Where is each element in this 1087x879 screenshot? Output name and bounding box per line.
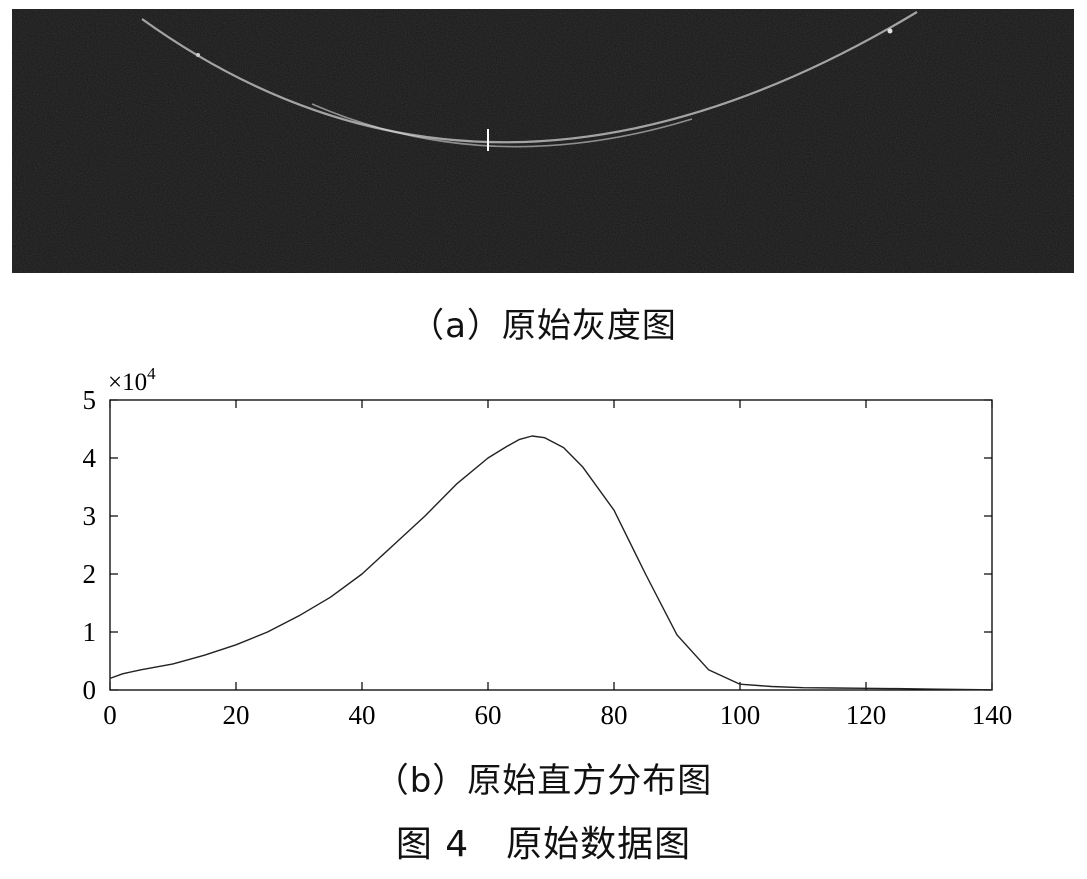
figure-caption: 图 4 原始数据图	[395, 824, 692, 865]
chart-axes	[109, 399, 993, 691]
panel-a-caption: （a）原始灰度图	[410, 306, 677, 346]
y-tick-label: 1	[83, 617, 97, 647]
bright-dot	[887, 28, 893, 34]
bright-arc-highlight	[311, 103, 693, 148]
x-tick-label: 0	[103, 700, 117, 730]
x-tick-label: 60	[475, 700, 502, 730]
chart-ticks: 0 20 40 60 80 100 120 140 0 1 2 3 4 5	[83, 385, 1013, 730]
x-tick-label: 140	[972, 700, 1013, 730]
x-tick-label: 120	[846, 700, 887, 730]
bright-arc	[141, 11, 918, 144]
y-multiplier-exponent: 4	[147, 364, 156, 383]
grayscale-image-panel	[12, 9, 1074, 273]
y-multiplier-base: ×10	[108, 369, 147, 396]
x-tick-label: 100	[720, 700, 761, 730]
chart-series	[109, 435, 993, 691]
histogram-line	[109, 435, 993, 691]
grayscale-image	[12, 9, 1074, 273]
y-tick-label: 4	[83, 443, 97, 473]
y-tick-label: 2	[83, 559, 97, 589]
y-multiplier-label: ×104	[108, 364, 156, 396]
plot-frame	[109, 399, 993, 691]
x-tick-label: 40	[349, 700, 376, 730]
bright-dot	[196, 53, 200, 57]
y-tick-label: 0	[83, 675, 97, 705]
x-tick-label: 80	[601, 700, 628, 730]
y-tick-label: 3	[83, 501, 97, 531]
x-tick-label: 20	[223, 700, 250, 730]
panel-b-caption: （b）原始直方分布图	[374, 761, 713, 801]
y-tick-label: 5	[83, 385, 97, 415]
